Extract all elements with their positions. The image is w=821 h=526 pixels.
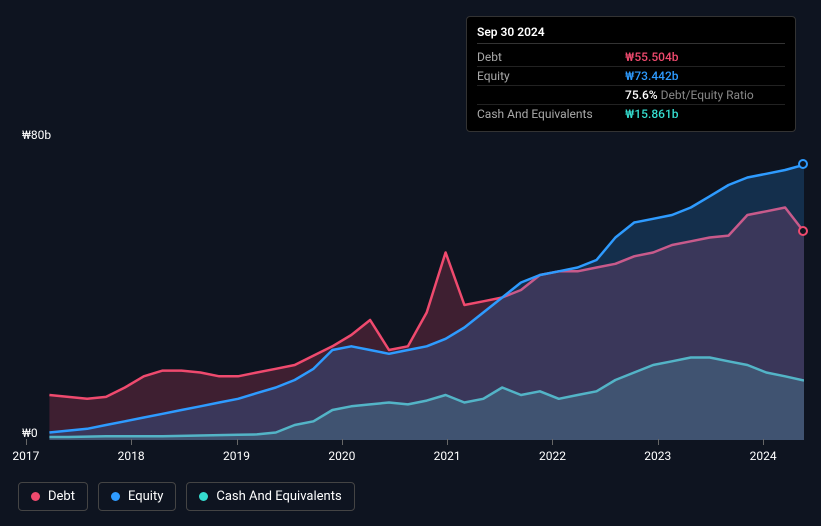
tooltip-row-value: 75.6% Debt/Equity Ratio — [625, 88, 754, 102]
x-tick-line — [552, 439, 553, 445]
x-tick-label: 2021 — [434, 449, 461, 463]
chart-plot-area[interactable] — [18, 140, 804, 440]
x-axis: 20172018201920202021202220232024 — [18, 445, 804, 465]
legend-dot-icon — [31, 492, 40, 501]
legend-label: Cash And Equivalents — [216, 489, 341, 504]
legend-dot-icon — [199, 492, 208, 501]
tooltip-row: Equity ₩73.442b — [477, 67, 785, 86]
x-tick-line — [447, 439, 448, 445]
tooltip-title: Sep 30 2024 — [477, 25, 785, 44]
x-tick-label: 2022 — [539, 449, 566, 463]
x-tick-line — [237, 439, 238, 445]
x-tick-line — [658, 439, 659, 445]
chart-legend: Debt Equity Cash And Equivalents — [18, 482, 355, 511]
x-tick-label: 2020 — [328, 449, 355, 463]
debt-end-marker — [798, 226, 808, 236]
legend-label: Equity — [128, 489, 163, 504]
x-tick-label: 2024 — [750, 449, 777, 463]
legend-dot-icon — [111, 492, 120, 501]
x-tick-label: 2018 — [118, 449, 145, 463]
x-tick-label: 2023 — [644, 449, 671, 463]
tooltip-row: Cash And Equivalents ₩15.861b — [477, 105, 785, 123]
tooltip-row-value: ₩73.442b — [625, 69, 679, 83]
x-tick-line — [131, 439, 132, 445]
x-tick-line — [342, 439, 343, 445]
tooltip-row-value: ₩55.504b — [625, 50, 679, 64]
tooltip-row-label: Debt — [477, 50, 617, 64]
tooltip-row: Debt ₩55.504b — [477, 48, 785, 67]
x-tick-label: 2017 — [12, 449, 39, 463]
tooltip-row-value: ₩15.861b — [625, 107, 679, 121]
data-tooltip: Sep 30 2024 Debt ₩55.504b Equity ₩73.442b 75… — [466, 16, 796, 132]
tooltip-row-label: Equity — [477, 69, 617, 83]
legend-item[interactable]: Cash And Equivalents — [186, 482, 354, 511]
tooltip-row: 75.6% Debt/Equity Ratio — [477, 86, 785, 105]
legend-item[interactable]: Debt — [18, 482, 88, 511]
legend-item[interactable]: Equity — [98, 482, 176, 511]
x-tick-label: 2019 — [223, 449, 250, 463]
legend-label: Debt — [48, 489, 75, 504]
x-tick-line — [26, 439, 27, 445]
tooltip-row-label: Cash And Equivalents — [477, 107, 617, 121]
equity-end-marker — [798, 159, 808, 169]
x-tick-line — [763, 439, 764, 445]
